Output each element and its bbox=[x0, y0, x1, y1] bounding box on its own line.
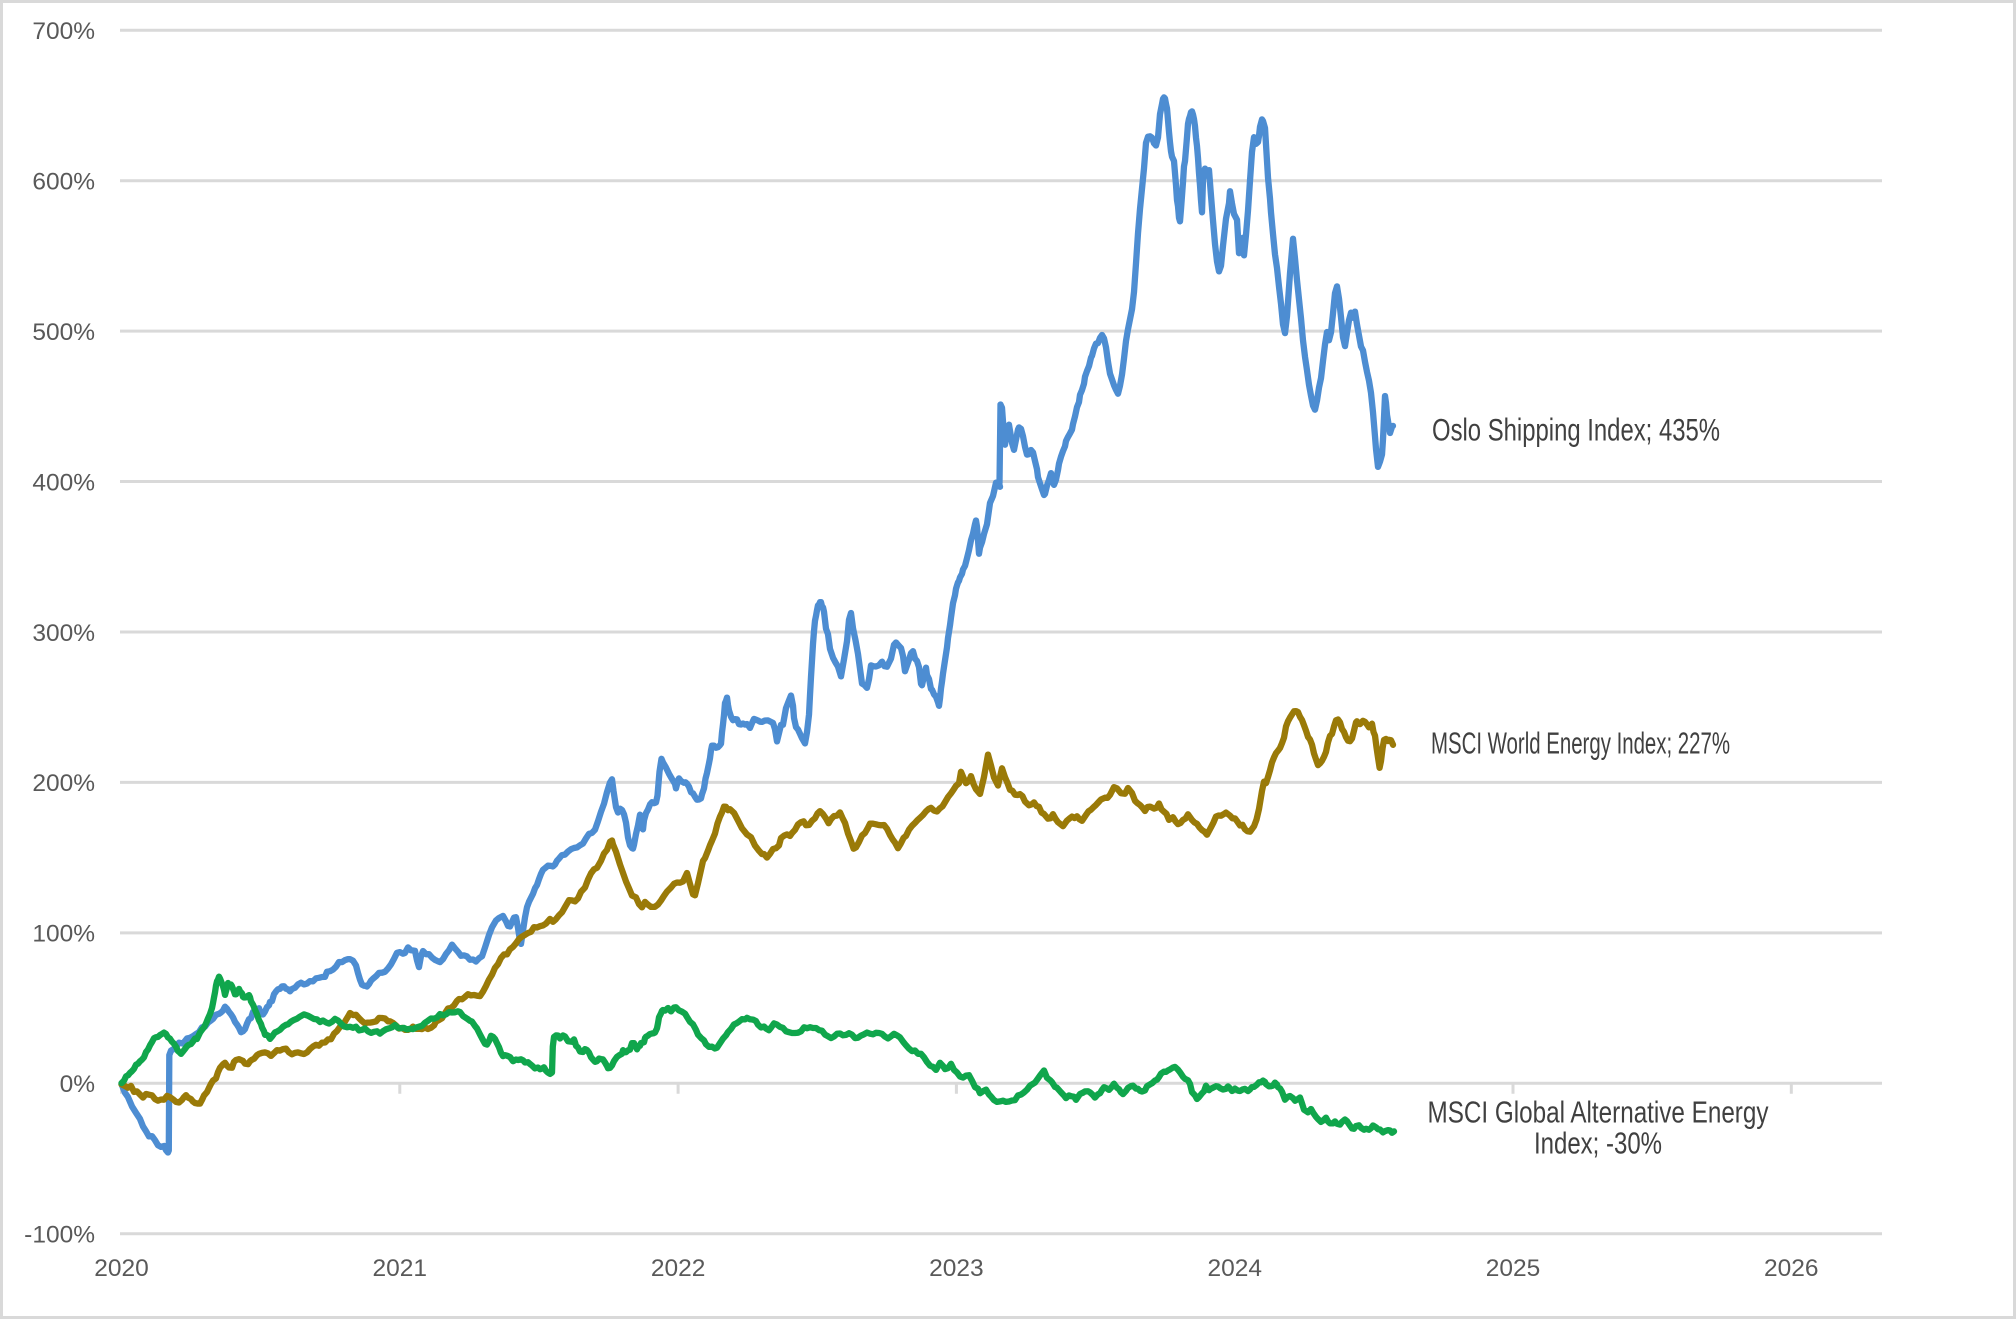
svg-text:300%: 300% bbox=[32, 620, 95, 647]
svg-text:400%: 400% bbox=[32, 469, 95, 496]
svg-text:Index; -30%: Index; -30% bbox=[1534, 1126, 1662, 1161]
svg-text:-100%: -100% bbox=[24, 1222, 95, 1249]
svg-text:500%: 500% bbox=[32, 319, 95, 346]
svg-text:0%: 0% bbox=[60, 1071, 95, 1098]
svg-text:2023: 2023 bbox=[929, 1255, 984, 1282]
svg-text:Oslo Shipping Index; 435%: Oslo Shipping Index; 435% bbox=[1432, 412, 1720, 448]
svg-text:200%: 200% bbox=[32, 770, 95, 797]
svg-text:2026: 2026 bbox=[1764, 1255, 1819, 1282]
svg-text:2025: 2025 bbox=[1486, 1255, 1541, 1282]
svg-text:2020: 2020 bbox=[94, 1255, 149, 1282]
svg-text:MSCI World Energy Index; 227%: MSCI World Energy Index; 227% bbox=[1431, 725, 1730, 760]
svg-text:700%: 700% bbox=[32, 18, 95, 45]
svg-text:2024: 2024 bbox=[1207, 1255, 1262, 1282]
svg-text:100%: 100% bbox=[32, 921, 95, 948]
svg-text:2022: 2022 bbox=[651, 1255, 706, 1282]
svg-text:2021: 2021 bbox=[373, 1255, 428, 1282]
svg-text:600%: 600% bbox=[32, 169, 95, 196]
svg-text:MSCI Global Alternative Energy: MSCI Global Alternative Energy bbox=[1428, 1094, 1769, 1129]
